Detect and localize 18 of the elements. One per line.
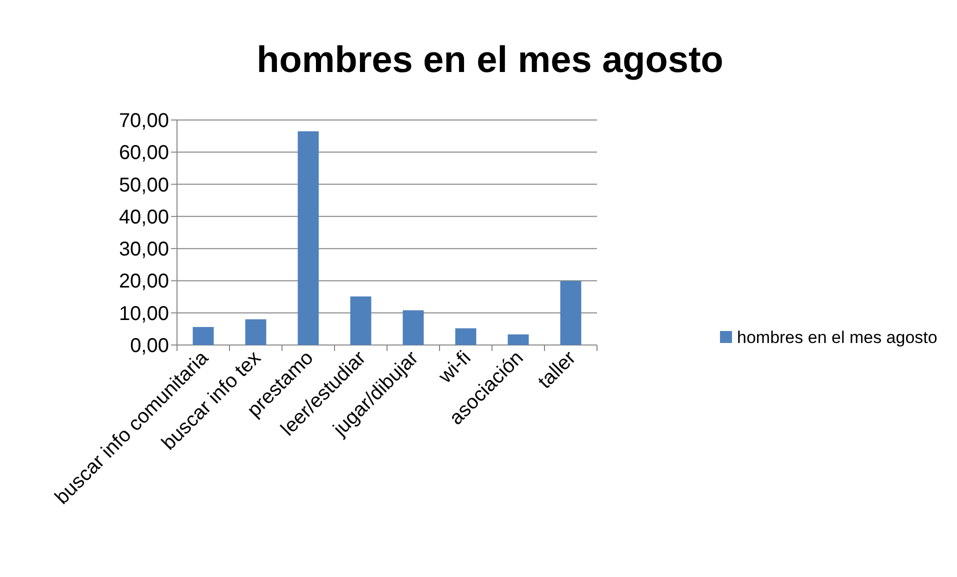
- chart-title: hombres en el mes agosto: [256, 39, 724, 80]
- bar: [192, 327, 214, 345]
- bar: [350, 296, 372, 345]
- bar: [455, 328, 476, 345]
- y-tick-label: 0,00: [130, 335, 169, 357]
- y-tick-label: 60,00: [118, 142, 169, 164]
- y-tick-label: 30,00: [118, 238, 169, 261]
- y-tick-label: 20,00: [118, 270, 169, 293]
- y-tick-label: 10,00: [118, 302, 169, 325]
- y-tick-label: 40,00: [118, 206, 169, 228]
- bar: [245, 319, 266, 345]
- bar: [298, 131, 319, 345]
- y-tick-label: 50,00: [118, 174, 169, 196]
- bar: [560, 281, 582, 345]
- bar: [508, 334, 529, 345]
- bar: [402, 310, 424, 345]
- y-tick-label: 70,00: [118, 110, 169, 132]
- legend-label: hombres en el mes agosto: [737, 328, 938, 347]
